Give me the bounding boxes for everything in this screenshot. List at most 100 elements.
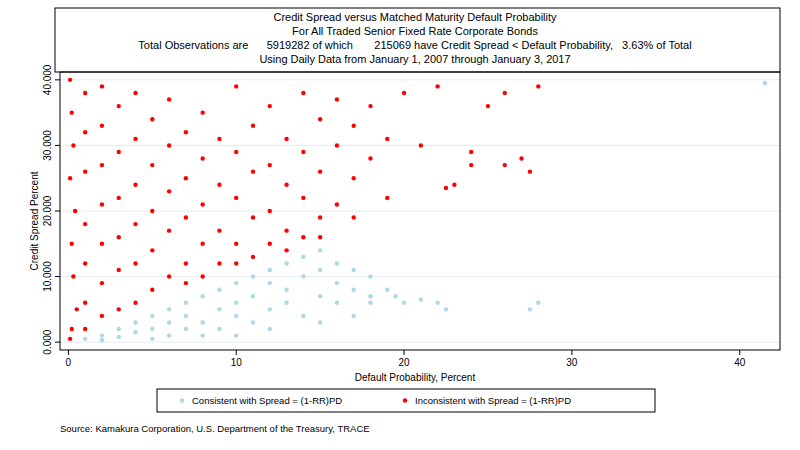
point [268,307,272,311]
point [519,156,523,160]
subtitle: For All Traded Senior Fixed Rate Corpora… [292,25,538,37]
point [200,294,204,298]
point [234,314,238,318]
point [83,169,87,173]
point [251,124,255,128]
point [284,287,288,291]
point [284,228,288,232]
x-tick-label: 0 [66,357,72,368]
point [268,209,272,213]
plot-frame [60,72,780,350]
point [70,110,74,114]
point [402,301,406,305]
point [150,117,154,121]
x-tick-label: 30 [566,357,578,368]
subtitle: Using Daily Data from January 1, 2007 th… [259,53,570,65]
point [100,338,104,342]
point [234,84,238,88]
point [251,294,255,298]
y-tick [55,342,60,343]
point [83,337,87,341]
point [100,202,104,206]
point [83,327,87,331]
point [318,268,322,272]
point [352,176,356,180]
point [200,202,204,206]
point [234,281,238,285]
x-tick [739,350,740,355]
point [469,150,473,154]
point [335,143,339,147]
point [352,124,356,128]
point [217,183,221,187]
point [133,320,137,324]
point [68,176,72,180]
point [71,143,75,147]
point [184,215,188,219]
point [234,301,238,305]
point [70,327,74,331]
point [184,301,188,305]
point [217,137,221,141]
point [217,261,221,265]
point [268,281,272,285]
y-axis-label: Credit Spread Percent [29,171,40,270]
point [167,307,171,311]
point [763,81,767,85]
point [100,314,104,318]
x-tick-label: 10 [231,357,243,368]
point [200,110,204,114]
point [251,274,255,278]
point [335,281,339,285]
point [70,242,74,246]
subtitle: Total Observations are 5919282 of which … [138,39,691,51]
point [100,84,104,88]
grid-line [60,79,780,80]
point [167,320,171,324]
point [301,255,305,259]
point [385,137,389,141]
points [68,78,767,343]
point [184,281,188,285]
point [268,268,272,272]
point [100,242,104,246]
point [251,215,255,219]
point [100,333,104,337]
point [200,333,204,337]
point [352,287,356,291]
point [234,242,238,246]
x-tick [236,350,237,355]
legend-label: Consistent with Spread = (1-RR)PD [192,395,342,406]
point [318,235,322,239]
point [234,196,238,200]
point [352,314,356,318]
point [368,104,372,108]
point [83,301,87,305]
point [284,137,288,141]
point [150,163,154,167]
y-tick [55,211,60,212]
point [251,255,255,259]
point [150,327,154,331]
point [117,196,121,200]
point [68,337,72,341]
point [150,314,154,318]
point [301,150,305,154]
point [133,91,137,95]
x-tick-label: 20 [398,357,410,368]
legend-marker [180,398,184,402]
point [368,294,372,298]
point [419,143,423,147]
x-tick [571,350,572,355]
point [335,97,339,101]
point [385,287,389,291]
point [368,274,372,278]
point [352,215,356,219]
point [444,307,448,311]
point [83,261,87,265]
point [251,320,255,324]
point [117,268,121,272]
point [268,327,272,331]
point [301,196,305,200]
grid-line [60,211,780,212]
